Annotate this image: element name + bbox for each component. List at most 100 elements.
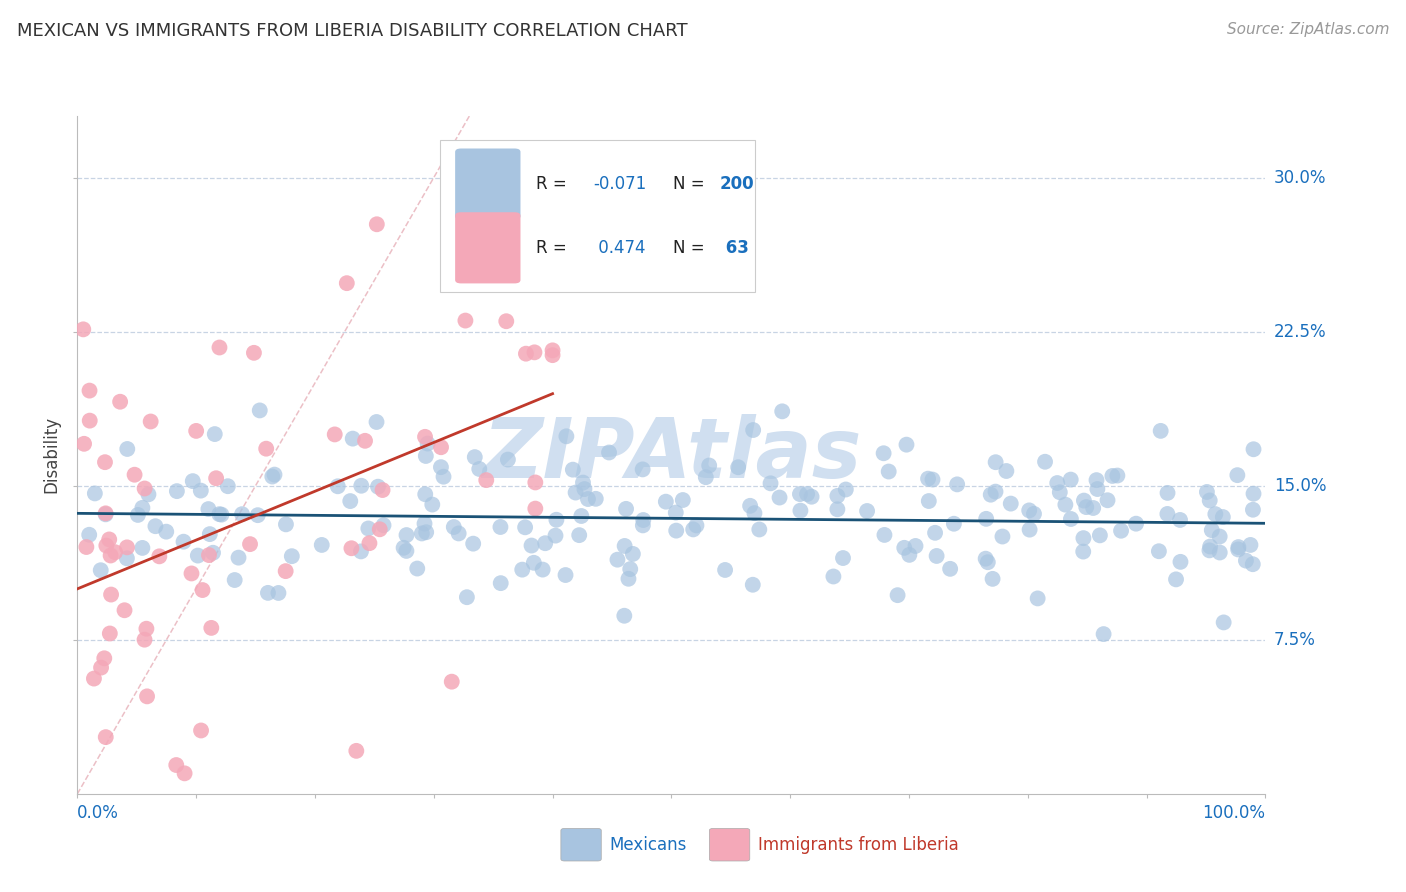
Point [224,573,246,587]
Point [1033,455,1056,469]
Point [917,472,939,486]
Point [267,586,290,600]
Point [1201,523,1223,537]
Point [326,479,349,493]
Point [1097,493,1119,508]
Point [576,491,599,506]
Point [432,469,454,483]
FancyBboxPatch shape [561,829,602,861]
Point [366,415,388,429]
Text: 22.5%: 22.5% [1274,323,1326,341]
Point [744,506,766,520]
Point [531,563,554,577]
Point [574,482,596,496]
Text: Mexicans: Mexicans [610,836,688,854]
Point [873,528,896,542]
Point [77,528,100,542]
Point [925,549,948,563]
FancyBboxPatch shape [456,212,520,284]
Point [1022,507,1045,521]
Point [208,341,231,355]
Point [796,487,818,501]
Point [1054,498,1077,512]
Point [524,475,547,490]
Text: R =: R = [536,239,572,257]
Point [1071,544,1094,558]
Text: ZIPAtlas: ZIPAtlas [482,415,860,495]
Point [350,479,373,493]
Point [1156,486,1178,500]
Point [606,552,628,566]
Point [281,549,304,564]
Point [800,490,823,504]
Point [200,621,222,635]
Point [454,313,477,327]
Point [835,483,858,497]
Point [456,591,478,605]
Point [823,569,845,583]
Text: Immigrants from Liberia: Immigrants from Liberia [758,836,959,854]
Point [211,508,233,522]
Point [413,516,436,531]
Point [1239,538,1261,552]
Point [974,551,997,566]
Point [1092,627,1115,641]
Text: MEXICAN VS IMMIGRANTS FROM LIBERIA DISABILITY CORRELATION CHART: MEXICAN VS IMMIGRANTS FROM LIBERIA DISAB… [17,22,688,40]
Text: 7.5%: 7.5% [1274,631,1316,648]
Point [789,503,811,517]
Point [186,424,208,438]
Point [136,690,159,704]
Point [1125,516,1147,531]
Point [613,539,636,553]
Point [1168,513,1191,527]
Point [413,487,436,501]
Point [239,537,262,551]
Point [274,564,297,578]
Point [373,518,395,533]
Point [946,477,969,491]
Point [741,578,763,592]
Point [98,533,121,547]
Point [173,766,195,780]
Point [79,414,101,428]
Point [367,480,389,494]
Point [257,586,280,600]
Point [1150,424,1173,438]
FancyBboxPatch shape [710,829,749,861]
Point [197,502,219,516]
Point [135,622,157,636]
Point [96,539,118,553]
Point [165,758,187,772]
Point [904,539,927,553]
Point [617,572,640,586]
Point [406,561,429,575]
Point [204,427,226,442]
Point [359,536,381,550]
Point [523,556,546,570]
Point [1241,502,1264,516]
Point [665,506,688,520]
Point [94,506,117,520]
Point [682,522,704,536]
Point [977,555,1000,569]
Point [262,469,284,483]
Point [561,463,583,477]
Point [564,485,586,500]
Point [411,526,433,541]
Point [1170,555,1192,569]
Point [155,524,177,539]
Point [190,723,212,738]
Point [981,572,1004,586]
Point [1164,573,1187,587]
Point [672,493,695,508]
Text: 15.0%: 15.0% [1274,476,1326,495]
Point [1026,591,1049,606]
Point [127,508,149,522]
Point [877,465,900,479]
Point [1227,542,1250,557]
Point [633,513,655,527]
Point [1234,554,1257,568]
Point [145,519,167,533]
Point [697,458,720,473]
Point [893,541,915,555]
